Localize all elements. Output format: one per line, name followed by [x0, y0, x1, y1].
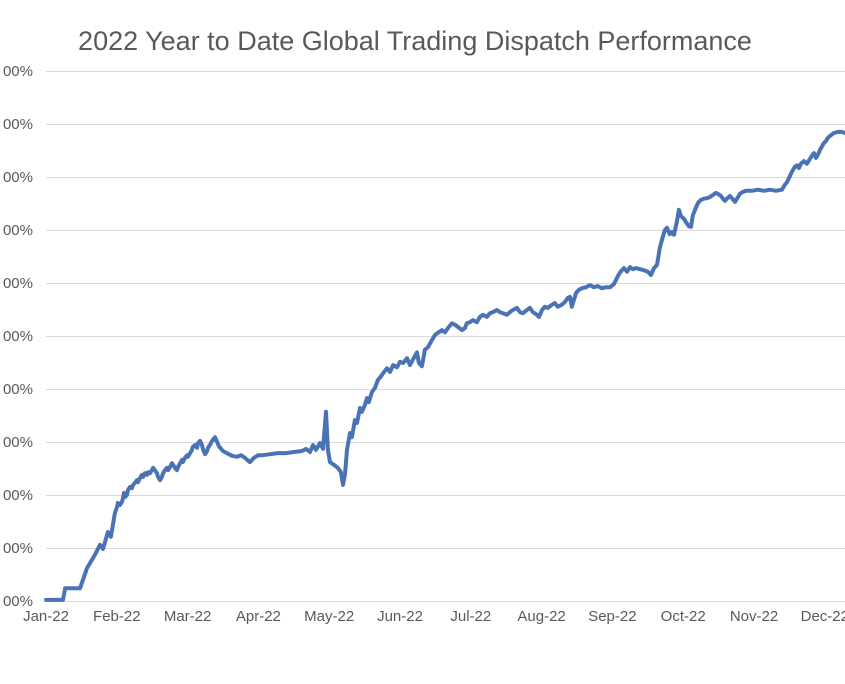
chart-title: 2022 Year to Date Global Trading Dispatc…: [78, 26, 752, 56]
y-axis-tick-label: 00%: [2, 62, 33, 80]
y-axis-tick-label: 00%: [2, 327, 33, 345]
x-axis-tick-label: Dec-22: [800, 608, 845, 625]
series-line-path: [44, 129, 845, 602]
y-axis-tick-label: 00%: [2, 433, 33, 451]
x-axis-tick-label: Feb-22: [93, 608, 141, 625]
x-axis-tick-label: Apr-22: [235, 608, 281, 625]
x-axis-tick-label: Jul-22: [450, 608, 492, 625]
y-axis-tick-label: 00%: [2, 380, 33, 398]
gridlines: [46, 71, 845, 602]
y-axis-tick-label: 00%: [2, 115, 33, 133]
x-axis-tick-label: Oct-22: [660, 608, 706, 625]
x-axis-tick-label: May-22: [304, 608, 355, 625]
x-axis-tick-label: Sep-22: [588, 608, 637, 625]
x-axis-tick-label: Jan-22: [23, 608, 69, 625]
x-axis-tick-label: Mar-22: [163, 608, 212, 625]
y-axis-tick-label: 00%: [2, 274, 33, 292]
y-axis-tick-label: 00%: [2, 486, 33, 504]
y-axis-tick-label: 00%: [2, 592, 33, 610]
x-axis-tick-label: Aug-22: [517, 608, 566, 625]
series-line: [44, 129, 845, 602]
y-axis-tick-label: 00%: [2, 539, 33, 557]
x-axis-tick-label: Jun-22: [377, 608, 423, 625]
y-axis-tick-label: 00%: [2, 221, 33, 239]
x-axis-tick-label: Nov-22: [729, 608, 779, 625]
y-axis-tick-label: 00%: [2, 168, 33, 186]
